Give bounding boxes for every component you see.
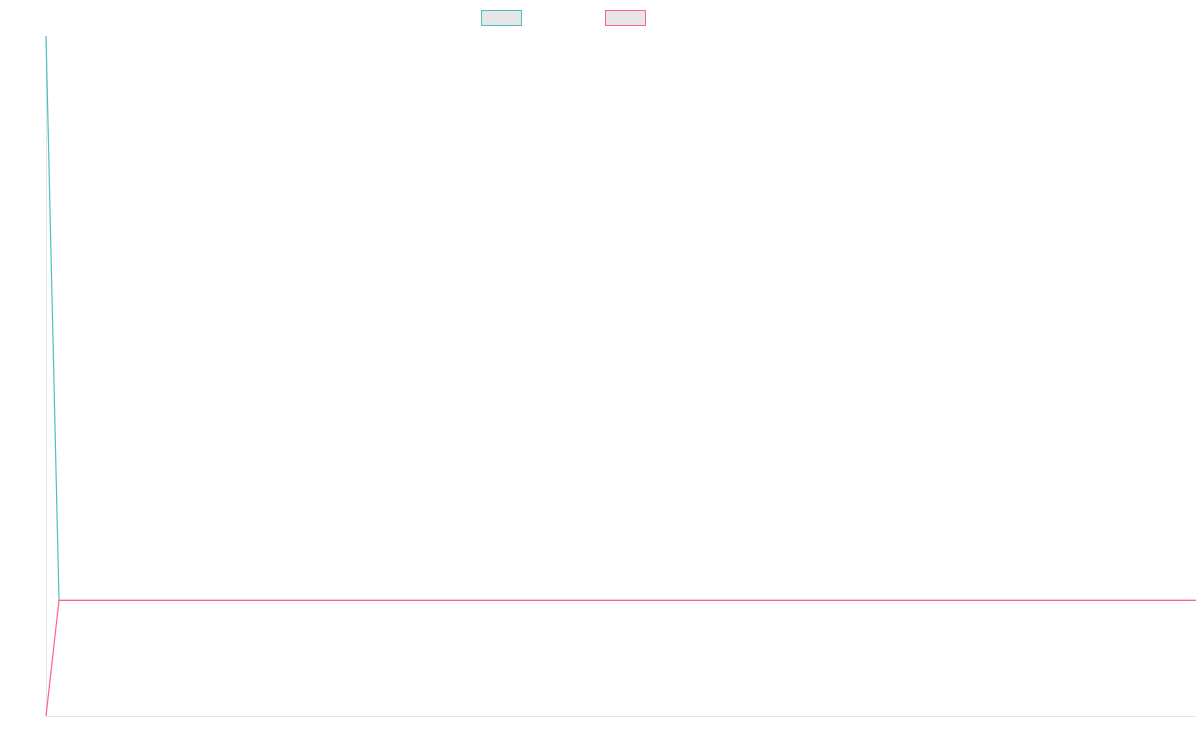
series-layer <box>45 35 1196 717</box>
legend-swatch <box>481 10 522 26</box>
axes <box>46 36 1196 717</box>
legend-item[interactable] <box>605 10 646 26</box>
series-line <box>45 599 1196 717</box>
series-line <box>45 35 1196 602</box>
legend[interactable] <box>481 10 646 26</box>
legend-swatch <box>605 10 646 26</box>
legend-item[interactable] <box>481 10 522 26</box>
